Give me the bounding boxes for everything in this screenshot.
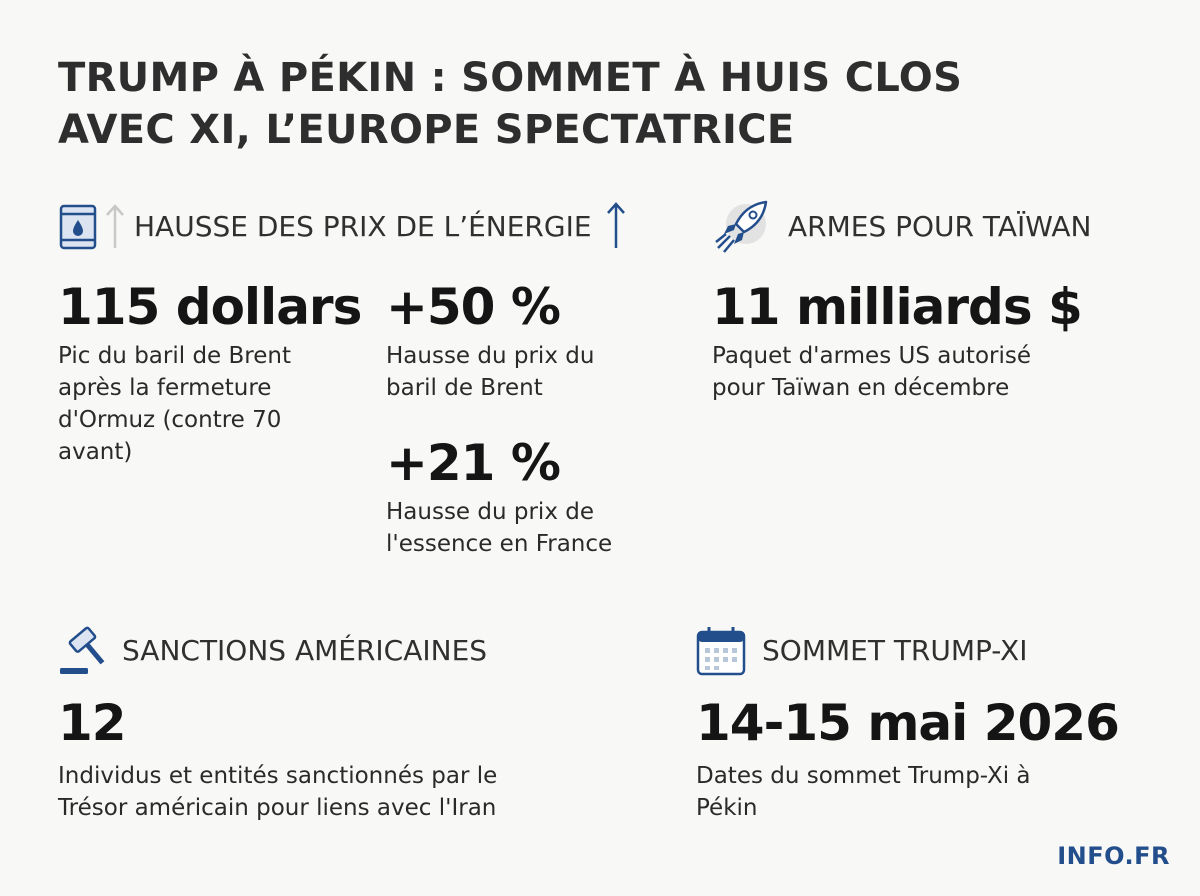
energy-heading: HAUSSE DES PRIX DE L’ÉNERGIE [58,198,628,254]
desc-line: pour Taïwan en décembre [712,375,1010,401]
desc-line: d'Ormuz (contre 70 [58,407,282,433]
sanctions-stat-value: 12 [58,694,127,752]
desc-line: Paquet d'armes US autorisé [712,343,1031,369]
sanctions-heading: SANCTIONS AMÉRICAINES [58,622,487,678]
calendar-icon [696,627,746,676]
desc-line: l'essence en France [386,531,613,557]
summit-heading-label: SOMMET TRUMP-XI [762,633,1028,667]
energy-stat2-desc: Hausse du prix du baril de Brent [386,340,676,404]
arrow-up-icon [106,204,124,248]
energy-stat3-value: +21 % [386,434,561,492]
arms-stat-value: 11 milliards $ [712,278,1083,336]
energy-stat1-value: 115 dollars [58,278,362,336]
energy-stat2-value: +50 % [386,278,561,336]
title-line-1: TRUMP À PÉKIN : SOMMET À HUIS CLOS [58,55,963,101]
summit-heading: SOMMET TRUMP-XI [696,622,1027,678]
desc-line: Dates du sommet Trump-Xi à [696,763,1031,789]
desc-line: avant) [58,439,133,465]
energy-stat1-desc: Pic du baril de Brent après la fermeture… [58,340,358,468]
desc-line: Hausse du prix de [386,499,594,525]
title-line-2: AVEC XI, L’EUROPE SPECTATRICE [58,107,795,153]
oil-barrel-icon [59,204,97,250]
sanctions-stat-desc: Individus et entités sanctionnés par le … [58,760,618,824]
desc-line: Individus et entités sanctionnés par le [58,763,498,789]
desc-line: après la fermeture [58,375,272,401]
desc-line: Pékin [696,795,758,821]
arms-stat-desc: Paquet d'armes US autorisé pour Taïwan e… [712,340,1152,404]
brand-logo: INFO.FR [1057,842,1170,870]
rocket-icon [715,200,768,253]
summit-stat-desc: Dates du sommet Trump-Xi à Pékin [696,760,1136,824]
arms-heading-label: ARMES POUR TAÏWAN [788,209,1092,243]
energy-stat3-desc: Hausse du prix de l'essence en France [386,496,676,560]
arrow-up-icon [606,202,625,248]
energy-heading-label: HAUSSE DES PRIX DE L’ÉNERGIE [134,209,592,243]
sanctions-heading-label: SANCTIONS AMÉRICAINES [122,633,488,667]
desc-line: Hausse du prix du [386,343,595,369]
desc-line: Pic du baril de Brent [58,343,291,369]
gavel-icon [60,626,105,674]
summit-stat-value: 14-15 mai 2026 [696,694,1120,752]
desc-line: Trésor américain pour liens avec l'Iran [58,795,497,821]
page-title: TRUMP À PÉKIN : SOMMET À HUIS CLOS AVEC … [58,52,1058,156]
desc-line: baril de Brent [386,375,543,401]
arms-heading: ARMES POUR TAÏWAN [712,198,1092,254]
